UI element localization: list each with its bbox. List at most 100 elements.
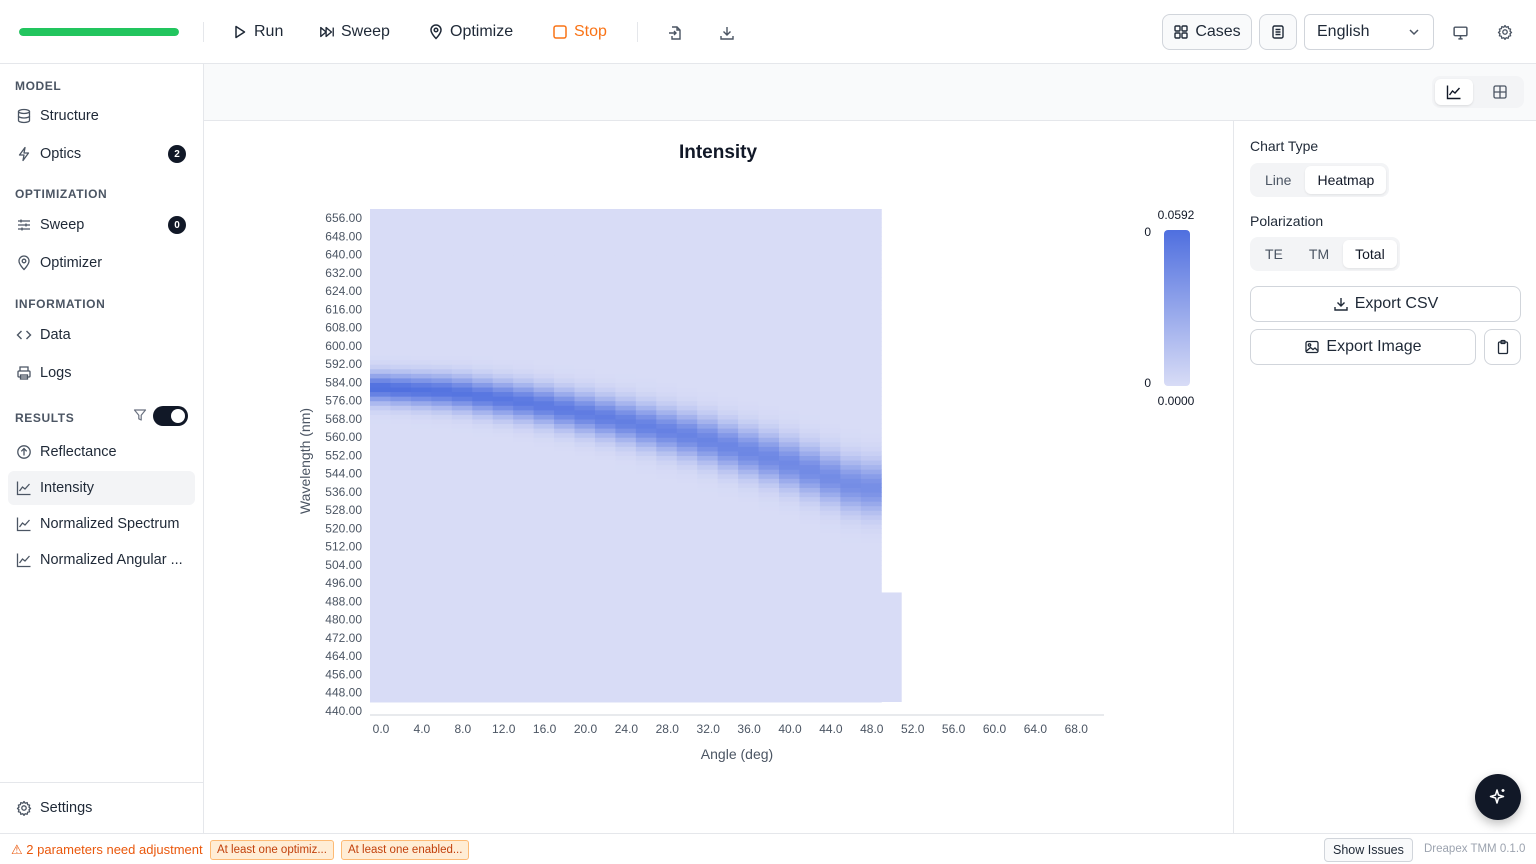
run-button[interactable]: Run xyxy=(232,18,283,46)
heatmap-cell xyxy=(676,418,698,425)
heatmap-cell xyxy=(717,542,739,548)
cases-button[interactable]: Cases xyxy=(1162,14,1252,50)
export-csv-button[interactable]: Export CSV xyxy=(1250,286,1521,322)
chart-type-heatmap[interactable]: Heatmap xyxy=(1305,166,1387,194)
heatmap-cell xyxy=(554,610,575,616)
settings-gear-button[interactable] xyxy=(1494,21,1516,43)
heatmap-cell xyxy=(390,318,412,324)
heatmap-cell xyxy=(370,615,391,621)
heatmap-cell xyxy=(840,446,862,452)
heatmap-cell xyxy=(431,341,453,347)
heatmap-cell xyxy=(472,665,494,671)
heatmap-cell xyxy=(615,405,637,411)
ai-assistant-button[interactable] xyxy=(1475,774,1521,820)
heatmap-cell xyxy=(635,665,657,671)
heatmap-cell xyxy=(431,432,453,438)
sweep-count-badge: 0 xyxy=(168,216,186,234)
sidebar-item-normalized-spectrum[interactable]: Normalized Spectrum xyxy=(8,507,195,541)
heatmap-cell xyxy=(738,268,760,274)
heatmap-cell xyxy=(860,656,882,662)
heatmap-cell xyxy=(370,560,391,566)
heatmap-cell xyxy=(697,218,719,224)
heatmap-cell xyxy=(819,272,841,278)
export-image-button[interactable]: Export Image xyxy=(1250,329,1476,365)
heatmap-cell xyxy=(451,542,473,548)
heatmap-cell xyxy=(594,368,616,374)
heatmap-cell xyxy=(431,542,453,548)
language-select[interactable]: English xyxy=(1304,14,1434,50)
gear-icon xyxy=(16,800,32,816)
heatmap-cell xyxy=(370,683,391,689)
heatmap-cell xyxy=(860,555,882,561)
heatmap-cell xyxy=(697,551,719,557)
heatmap-cell xyxy=(554,373,575,379)
issue-pill[interactable]: At least one enabled... xyxy=(341,840,470,860)
heatmap-cell xyxy=(554,665,575,671)
import-button[interactable] xyxy=(664,22,686,44)
heatmap-cell xyxy=(840,259,862,265)
heatmap-cell xyxy=(594,355,616,361)
polarization-tm[interactable]: TM xyxy=(1308,246,1330,262)
filter-icon[interactable] xyxy=(133,408,147,422)
notes-button[interactable] xyxy=(1259,14,1297,50)
results-toggle[interactable] xyxy=(153,406,188,426)
heatmap-cell xyxy=(819,633,841,639)
warning-summary[interactable]: ⚠ 2 parameters need adjustment xyxy=(11,842,203,857)
heatmap-cell xyxy=(390,478,412,484)
heatmap-cell xyxy=(676,505,698,511)
heatmap-cell xyxy=(574,569,596,575)
heatmap-cell xyxy=(779,295,800,301)
heatmap-cell xyxy=(594,501,616,507)
polarization-te[interactable]: TE xyxy=(1265,246,1283,262)
stop-button[interactable]: Stop xyxy=(552,18,607,46)
heatmap-cell xyxy=(738,323,760,329)
heatmap-cell xyxy=(472,633,494,639)
heatmap-cell xyxy=(615,519,637,525)
heatmap-cell xyxy=(533,692,555,698)
heatmap-cell xyxy=(799,254,821,260)
heatmap-cell xyxy=(799,418,821,425)
chart-type-line[interactable]: Line xyxy=(1265,172,1292,188)
show-issues-button[interactable]: Show Issues xyxy=(1324,838,1413,862)
heatmap-cell xyxy=(594,583,616,589)
heatmap-cell xyxy=(819,683,841,689)
heatmap-cell xyxy=(451,259,473,265)
heatmap-cell xyxy=(431,231,453,237)
heatmap-cell xyxy=(615,542,637,548)
heatmap-cell xyxy=(860,382,882,388)
heatmap-cell xyxy=(554,697,575,703)
optimize-button[interactable]: Optimize xyxy=(428,18,513,46)
download-button[interactable] xyxy=(716,22,738,44)
heatmap-cell xyxy=(656,323,678,329)
heatmap-cell xyxy=(533,323,555,329)
heatmap-cell xyxy=(656,615,678,621)
heatmap-cell xyxy=(860,295,882,301)
sidebar-item-structure[interactable]: Structure xyxy=(8,99,195,133)
heatmap-cell xyxy=(697,642,719,648)
heatmap-cell xyxy=(451,405,473,411)
heatmap-cell xyxy=(819,569,841,575)
heatmap-cell xyxy=(594,660,616,666)
display-button[interactable] xyxy=(1449,21,1471,43)
heatmap-cell xyxy=(840,236,862,242)
sweep-button[interactable]: Sweep xyxy=(319,18,390,46)
sidebar-item-reflectance[interactable]: Reflectance xyxy=(8,435,195,469)
heatmap-cell xyxy=(860,647,882,653)
polarization-total[interactable]: Total xyxy=(1343,240,1397,268)
sidebar-item-sweep[interactable]: Sweep 0 xyxy=(8,208,195,242)
issue-pill[interactable]: At least one optimiz... xyxy=(210,840,334,860)
heatmap-cell xyxy=(472,387,494,393)
table-view-button[interactable] xyxy=(1481,79,1519,105)
heatmap-cell xyxy=(860,268,882,274)
heatmap-cell xyxy=(860,355,882,361)
sidebar-item-optimizer[interactable]: Optimizer xyxy=(8,246,195,280)
copy-image-button[interactable] xyxy=(1484,329,1521,365)
sidebar-item-settings[interactable]: Settings xyxy=(8,791,195,825)
sidebar-item-logs[interactable]: Logs xyxy=(8,356,195,390)
sidebar-item-optics[interactable]: Optics 2 xyxy=(8,137,195,171)
heatmap-cell xyxy=(717,569,739,575)
chart-view-button[interactable] xyxy=(1435,79,1473,105)
sidebar-item-data[interactable]: Data xyxy=(8,318,195,352)
sidebar-item-intensity[interactable]: Intensity xyxy=(8,471,195,505)
sidebar-item-normalized-angular[interactable]: Normalized Angular ... xyxy=(8,543,195,577)
